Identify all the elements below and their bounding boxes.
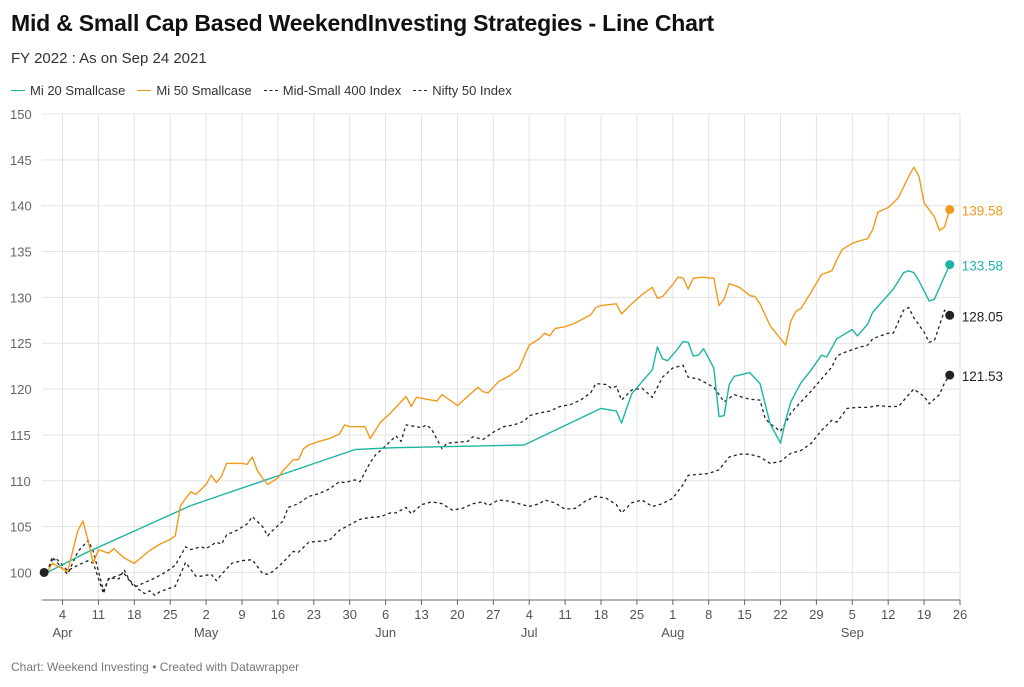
x-tick-label: 20 [450,607,464,622]
y-tick-label: 135 [10,245,32,260]
x-tick-label: 12 [881,607,895,622]
x-tick-label: 19 [917,607,931,622]
x-tick-label: 18 [594,607,608,622]
legend-swatch-nifty50 [413,90,428,91]
x-tick-label: 9 [238,607,245,622]
legend-swatch-mi50 [137,90,152,91]
end-point-2 [945,310,955,320]
chart-subtitle: FY 2022 : As on Sep 24 2021 [11,50,207,67]
y-tick-label: 130 [10,290,32,305]
legend-label-nifty50: Nifty 50 Index [432,83,512,98]
x-tick-label: 1 [669,607,676,622]
y-tick-label: 120 [10,382,32,397]
footer-credit: Chart: Weekend Investing • Created with … [11,660,300,674]
series-line-2 [46,306,951,592]
x-tick-label: 13 [414,607,428,622]
x-tick-label: 30 [342,607,356,622]
legend-item-nifty50: Nifty 50 Index [413,83,512,98]
end-point-3 [945,370,955,380]
x-tick-label: 11 [92,607,106,622]
y-tick-label: 125 [10,336,32,351]
y-tick-label: 145 [10,153,32,168]
x-tick-label: 26 [953,607,967,622]
x-month-label: Jul [521,625,538,640]
series-line-0 [46,264,951,574]
y-tick-label: 150 [10,107,32,122]
x-tick-label: 11 [558,607,572,622]
x-tick-label: 5 [849,607,856,622]
x-tick-label: 15 [737,607,751,622]
x-tick-label: 6 [382,607,389,622]
x-month-label: Sep [841,625,864,640]
y-tick-label: 100 [10,565,32,580]
legend-item-midsmall400: Mid-Small 400 Index [263,83,402,98]
x-tick-label: 25 [163,607,177,622]
x-tick-label: 27 [486,607,500,622]
x-tick-label: 18 [127,607,141,622]
legend-label-midsmall400: Mid-Small 400 Index [282,83,402,98]
x-tick-label: 25 [630,607,644,622]
series-line-3 [46,374,951,597]
end-value-label-0: 133.58 [962,259,1003,274]
legend: Mi 20 Smallcase Mi 50 Smallcase Mid-Smal… [11,83,512,98]
x-month-label: Aug [661,625,684,640]
x-tick-label: 4 [526,607,533,622]
x-month-label: Apr [52,625,73,640]
x-tick-label: 2 [202,607,209,622]
legend-swatch-mi20 [11,90,25,91]
legend-label-mi50: Mi 50 Smallcase [156,83,252,98]
x-tick-label: 16 [271,607,285,622]
series-line-1 [46,166,951,573]
x-tick-label: 29 [809,607,823,622]
start-point [39,567,49,577]
x-month-label: May [194,625,219,640]
x-tick-label: 23 [307,607,321,622]
end-value-label-3: 121.53 [962,369,1003,384]
x-tick-label: 4 [59,607,66,622]
x-tick-label: 8 [705,607,712,622]
chart-title: Mid & Small Cap Based WeekendInvesting S… [11,10,714,36]
end-point-1 [945,205,955,215]
end-value-label-2: 128.05 [962,309,1003,324]
x-month-label: Jun [375,625,396,640]
end-point-0 [945,260,955,270]
x-tick-label: 22 [773,607,787,622]
y-tick-label: 140 [10,199,32,214]
y-tick-label: 105 [10,520,32,535]
legend-swatch-midsmall400 [263,90,278,91]
end-value-label-1: 139.58 [962,204,1003,219]
legend-item-mi50: Mi 50 Smallcase [137,83,252,98]
y-tick-label: 115 [10,428,31,443]
legend-item-mi20: Mi 20 Smallcase [11,83,125,98]
y-tick-label: 110 [10,474,31,489]
legend-label-mi20: Mi 20 Smallcase [30,83,126,98]
